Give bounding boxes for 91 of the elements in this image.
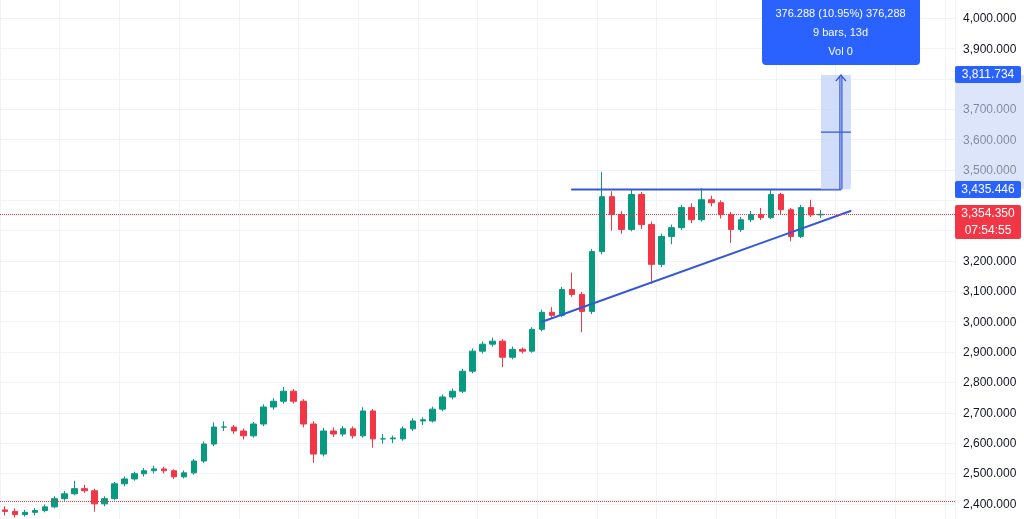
candlestick bbox=[698, 187, 705, 223]
candlestick bbox=[678, 204, 685, 231]
candlestick bbox=[320, 427, 327, 457]
candlestick bbox=[798, 204, 804, 239]
candlestick bbox=[658, 233, 665, 268]
candlestick bbox=[101, 495, 108, 507]
candlestick bbox=[439, 394, 446, 412]
candlestick bbox=[380, 433, 386, 445]
candlestick bbox=[32, 507, 38, 516]
candlestick bbox=[340, 425, 346, 437]
y-tick-label: 3,500.000 bbox=[963, 162, 1017, 177]
candlestick bbox=[290, 388, 297, 405]
candlestick bbox=[240, 428, 247, 440]
candlestick bbox=[549, 306, 555, 319]
candlestick bbox=[459, 368, 466, 394]
candlestick bbox=[81, 484, 88, 494]
candlestick bbox=[648, 221, 655, 285]
candlestick bbox=[151, 465, 157, 474]
candlestick bbox=[569, 272, 575, 298]
candlestick bbox=[420, 416, 426, 426]
candlestick bbox=[589, 248, 595, 315]
candlestick bbox=[599, 171, 605, 255]
y-tick-label: 2,700.000 bbox=[963, 405, 1017, 420]
candlestick bbox=[280, 386, 287, 405]
candlestick bbox=[489, 337, 496, 348]
candlestick bbox=[22, 509, 28, 518]
y-tick-label: 3,700.000 bbox=[963, 102, 1017, 117]
candlestick bbox=[51, 495, 58, 509]
candlestick bbox=[668, 224, 675, 245]
candlestick bbox=[42, 503, 48, 513]
text: 07:54:55 bbox=[963, 222, 1013, 240]
y-tick-label: 2,600.000 bbox=[963, 436, 1017, 451]
candlestick bbox=[12, 507, 18, 518]
candlestick bbox=[539, 309, 545, 332]
annotation: 376.288 (10.95%) 376,288 bbox=[774, 6, 907, 21]
candlestick bbox=[211, 421, 217, 447]
candlestick bbox=[628, 189, 635, 232]
candlestick bbox=[509, 346, 516, 360]
candlestick bbox=[330, 426, 337, 438]
candlestick bbox=[360, 406, 366, 439]
candlestick bbox=[469, 347, 476, 374]
candlestick bbox=[270, 397, 277, 411]
candlestick bbox=[429, 406, 436, 423]
y-tick-label: 3,600.000 bbox=[963, 132, 1017, 147]
candlestick bbox=[748, 210, 754, 223]
ref-line-label: 3,354.350 bbox=[960, 205, 1016, 223]
candlestick bbox=[390, 435, 396, 444]
y-tick-label: 4,000.000 bbox=[963, 11, 1017, 26]
annotation: Vol 0 bbox=[827, 44, 854, 59]
candlestick bbox=[559, 286, 565, 318]
candlestick bbox=[300, 398, 307, 428]
candlestick bbox=[370, 408, 376, 449]
y-tick-label: 2,500.000 bbox=[963, 466, 1017, 481]
candlestick bbox=[2, 505, 8, 516]
candlestick bbox=[410, 417, 416, 432]
y-tick-label: 2,400.000 bbox=[963, 496, 1017, 511]
candlestick bbox=[191, 458, 197, 476]
text: 3,435.446 bbox=[955, 180, 1021, 198]
candlestick bbox=[141, 467, 147, 478]
y-tick-label: 3,000.000 bbox=[963, 314, 1017, 329]
candlestick bbox=[310, 420, 317, 464]
candlestick bbox=[201, 441, 207, 464]
annotation: 9 bars, 13d bbox=[812, 25, 870, 40]
y-tick-label: 2,800.000 bbox=[963, 375, 1017, 390]
text: 3,811.734 bbox=[955, 66, 1021, 84]
candlestick bbox=[121, 476, 128, 487]
y-tick-label: 3,900.000 bbox=[963, 41, 1017, 56]
candlestick bbox=[479, 340, 486, 355]
candlestick bbox=[61, 490, 68, 502]
candlestick bbox=[449, 387, 456, 400]
candlestick bbox=[250, 421, 257, 439]
candlestick bbox=[181, 469, 187, 479]
candlestick bbox=[111, 481, 118, 501]
candlestick bbox=[708, 195, 715, 207]
candlestick bbox=[519, 347, 526, 355]
candlestick bbox=[71, 480, 78, 496]
candlestick bbox=[350, 425, 356, 440]
candlestick bbox=[161, 466, 167, 474]
candlestick bbox=[171, 468, 177, 480]
candlestick bbox=[260, 403, 267, 427]
candlestick bbox=[221, 420, 227, 432]
y-tick-label: 3,100.000 bbox=[963, 284, 1017, 299]
y-tick-label: 3,200.000 bbox=[963, 254, 1017, 269]
candlestick bbox=[400, 425, 406, 442]
candlestick bbox=[738, 216, 744, 233]
candlestick bbox=[529, 326, 535, 354]
candlestick bbox=[768, 189, 774, 220]
candlestick bbox=[231, 424, 237, 435]
candlestick bbox=[499, 338, 506, 368]
candlestick bbox=[131, 471, 138, 482]
y-tick-label: 2,900.000 bbox=[963, 345, 1017, 360]
